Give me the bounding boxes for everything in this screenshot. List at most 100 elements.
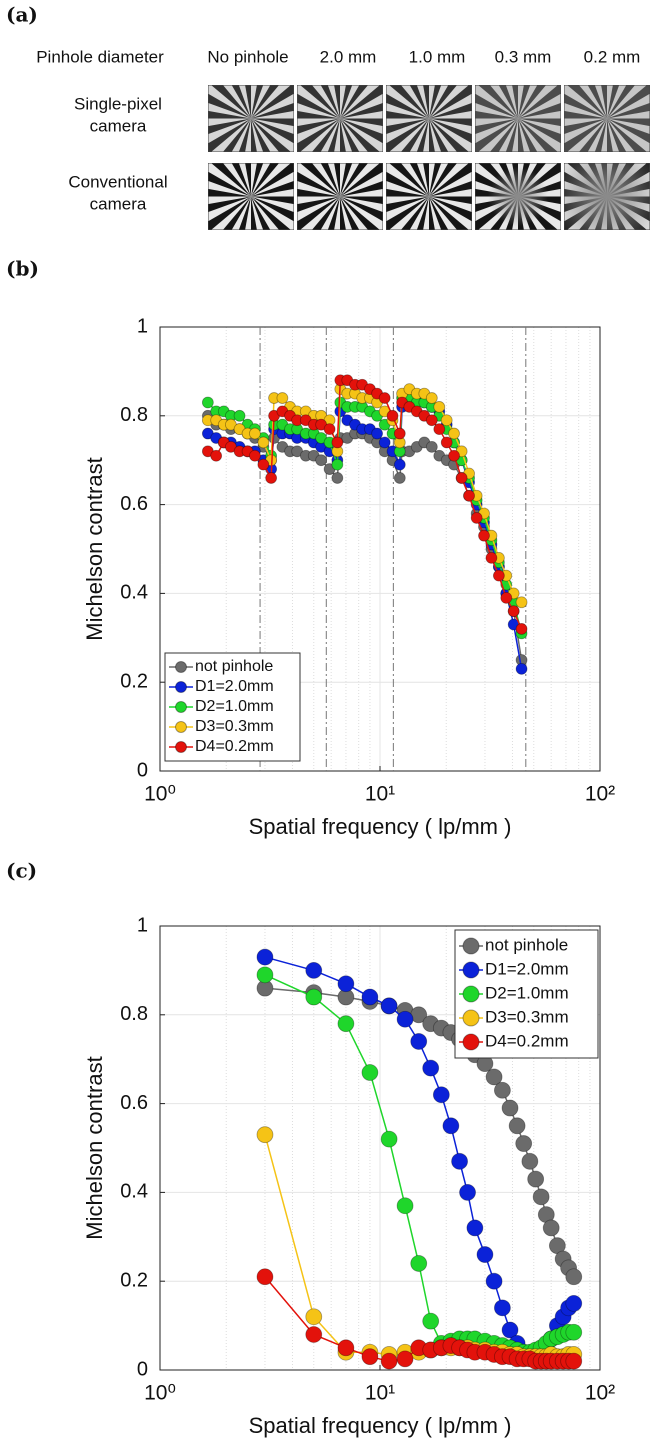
star-image (386, 85, 472, 152)
star-image (297, 85, 383, 152)
haze (475, 85, 561, 152)
star-wedge (320, 85, 340, 119)
data-point (432, 1086, 450, 1104)
star-wedge (208, 196, 251, 230)
data-point (337, 975, 355, 993)
data-point (448, 449, 460, 462)
star-wedge (327, 118, 340, 152)
column-label: 2.0 mm (320, 47, 377, 66)
star-wedge (251, 118, 291, 152)
haze (564, 85, 650, 152)
legend-label: D1=2.0mm (195, 678, 274, 695)
data-point (276, 392, 289, 404)
data-point (565, 1323, 583, 1341)
star-wedge (429, 118, 469, 152)
star-wedge (564, 118, 607, 152)
panel-label: (b) (6, 257, 39, 281)
data-point (425, 440, 438, 453)
data-point (515, 1135, 533, 1152)
star-wedge (498, 85, 518, 119)
star-wedge (423, 85, 429, 119)
star-wedge (340, 196, 380, 230)
star-wedge (518, 85, 531, 119)
data-point (361, 1064, 379, 1081)
legend-marker (175, 661, 187, 673)
data-point (422, 1312, 440, 1330)
data-point (565, 1352, 583, 1370)
star-wedge (297, 93, 340, 119)
star-wedge (386, 118, 429, 135)
star-wedge (208, 171, 251, 197)
legend-label: D1=2.0mm (485, 959, 569, 978)
star-wedge (251, 85, 264, 119)
star-wedge (429, 85, 472, 119)
data-point (361, 1348, 379, 1366)
legend-label: D2=1.0mm (195, 698, 274, 715)
star-wedge (587, 85, 607, 119)
x-axis-label: Spatial frequency ( lp/mm ) (249, 1413, 512, 1438)
star-wedge (311, 118, 340, 152)
data-point (440, 414, 453, 427)
data-point (323, 423, 336, 436)
star-wedge (245, 85, 251, 119)
y-tick-label: 1 (137, 315, 148, 337)
star-wedge (489, 118, 518, 152)
star-wedge (320, 163, 340, 197)
star-wedge (251, 118, 271, 152)
data-point (371, 427, 383, 440)
star-wedge (297, 196, 340, 213)
legend-label: D4=0.2mm (485, 1031, 569, 1050)
y-tick-label: 0.8 (120, 1003, 148, 1025)
data-point (433, 401, 446, 413)
star-wedge (429, 196, 469, 230)
data-point (249, 427, 261, 440)
y-tick-label: 0.2 (120, 670, 148, 692)
star-wedge (340, 85, 383, 119)
data-point (201, 396, 214, 409)
star-wedge (386, 110, 429, 119)
x-tick-label: 10⁰ (144, 783, 176, 806)
star-wedge (297, 196, 340, 230)
plot-frame (159, 326, 601, 772)
star-wedge (601, 85, 607, 119)
data-point (305, 988, 323, 1006)
star-wedge (564, 110, 607, 119)
star-wedge (340, 118, 360, 152)
star-wedge (505, 118, 518, 152)
data-point (493, 1081, 511, 1099)
legend-marker (462, 961, 480, 979)
data-point (210, 449, 223, 462)
star-wedge (518, 118, 558, 152)
x-tick-label: 10² (585, 783, 615, 806)
star-wedge (340, 118, 383, 144)
star-wedge (578, 118, 607, 152)
column-label: 1.0 mm (409, 47, 466, 66)
panel-label: (a) (6, 3, 38, 27)
legend-marker (462, 937, 480, 955)
data-point (425, 414, 438, 427)
star-wedge (231, 85, 251, 119)
data-point (470, 512, 483, 524)
star-wedge (594, 118, 607, 152)
star-wedge (238, 196, 251, 230)
star-wedge (607, 85, 620, 119)
star-wedge (251, 196, 291, 230)
star-wedge (222, 196, 251, 230)
star-wedge (208, 188, 251, 197)
row-label: camera (90, 116, 147, 135)
data-point (386, 409, 399, 422)
data-point (466, 1219, 484, 1237)
legend-label: not pinhole (485, 935, 568, 954)
y-axis-label: Michelson contrast (82, 457, 107, 640)
legend-marker (175, 741, 187, 753)
star-wedge (251, 118, 294, 144)
star-wedge (231, 163, 251, 197)
star-image (297, 163, 383, 230)
data-point (361, 988, 379, 1006)
star-wedge (429, 163, 442, 197)
data-point (451, 1152, 468, 1170)
data-point (393, 472, 406, 484)
data-point (422, 1059, 440, 1077)
star-wedge (389, 85, 429, 119)
star-image (564, 85, 650, 152)
